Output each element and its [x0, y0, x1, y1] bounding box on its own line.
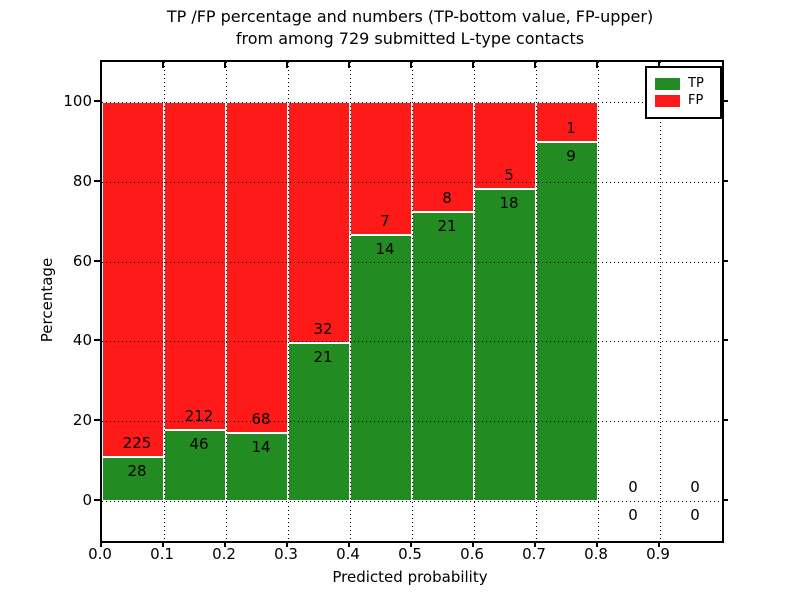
legend: TP FP — [645, 66, 722, 119]
y-tick-mark-right — [722, 259, 728, 262]
x-tick-mark — [658, 541, 660, 547]
y-tick-mark-right — [722, 419, 728, 422]
x-tick-mark-top — [534, 62, 536, 68]
x-axis-label: Predicted probability — [332, 568, 488, 586]
v-gridline — [226, 62, 227, 541]
chart-title-line1: TP /FP percentage and numbers (TP-bottom… — [166, 7, 654, 26]
fp-bar-segment — [164, 101, 226, 430]
y-tick-mark — [94, 339, 100, 342]
tp-bar-segment — [536, 141, 598, 502]
fp-bar-segment — [226, 101, 288, 433]
x-tick-mark-top — [658, 62, 660, 68]
x-tick-mark-top — [596, 62, 598, 68]
legend-row-tp: TP — [655, 77, 712, 91]
x-tick-label: 0.8 — [584, 545, 608, 563]
x-tick-label: 0.0 — [88, 545, 112, 563]
x-tick-mark — [472, 541, 474, 547]
v-gridline — [164, 62, 165, 541]
y-tick-mark-right — [722, 99, 728, 102]
y-tick-mark — [94, 499, 100, 502]
v-gridline — [598, 62, 599, 541]
x-tick-label: 0.1 — [150, 545, 174, 563]
x-tick-label: 0.2 — [212, 545, 236, 563]
x-tick-mark — [410, 541, 412, 547]
x-tick-label: 0.4 — [336, 545, 360, 563]
v-gridline — [660, 62, 661, 541]
tp-bar-segment — [164, 429, 226, 502]
v-gridline — [350, 62, 351, 541]
fp-count-label: 5 — [504, 165, 514, 184]
x-tick-mark — [596, 541, 598, 547]
tp-count-label: 9 — [566, 146, 576, 165]
y-tick-mark — [94, 99, 100, 102]
y-tick-mark — [94, 179, 100, 182]
y-tick-mark — [94, 259, 100, 262]
tp-count-label: 46 — [189, 434, 209, 453]
x-tick-mark-top — [224, 62, 226, 68]
y-tick-label: 60 — [72, 251, 92, 270]
x-tick-mark — [286, 541, 288, 547]
fp-count-label: 0 — [628, 478, 638, 497]
y-tick-mark-right — [722, 179, 728, 182]
tp-count-label: 21 — [437, 217, 457, 236]
fp-count-label: 225 — [122, 433, 152, 452]
y-tick-label: 20 — [72, 411, 92, 430]
x-tick-mark — [224, 541, 226, 547]
x-tick-mark — [534, 541, 536, 547]
fp-bar-segment — [288, 101, 350, 343]
tp-count-label: 0 — [690, 506, 700, 525]
v-gridline — [536, 62, 537, 541]
fp-count-label: 32 — [313, 319, 333, 338]
fp-legend-swatch — [655, 95, 680, 107]
tp-count-label: 28 — [127, 461, 147, 480]
x-tick-label: 0.6 — [460, 545, 484, 563]
tp-bar-segment — [350, 234, 412, 502]
tp-count-label: 14 — [375, 239, 395, 258]
x-tick-mark-top — [348, 62, 350, 68]
fp-count-label: 212 — [184, 406, 214, 425]
y-tick-label: 100 — [63, 91, 92, 110]
fp-count-label: 0 — [690, 478, 700, 497]
x-tick-label: 0.7 — [522, 545, 546, 563]
y-tick-label: 80 — [72, 171, 92, 190]
tp-count-label: 14 — [251, 437, 271, 456]
legend-row-fp: FP — [655, 94, 712, 108]
chart-title-line2: from among 729 submitted L-type contacts — [235, 29, 585, 48]
tp-count-label: 18 — [499, 193, 519, 212]
fp-legend-label: FP — [688, 93, 704, 108]
fp-bar-segment — [102, 101, 164, 457]
x-tick-mark — [348, 541, 350, 547]
fp-count-label: 68 — [251, 409, 271, 428]
y-tick-label: 40 — [72, 331, 92, 350]
fp-count-label: 8 — [442, 189, 452, 208]
y-tick-mark — [94, 419, 100, 422]
tp-count-label: 21 — [313, 347, 333, 366]
tp-legend-swatch — [655, 78, 680, 90]
x-tick-mark-top — [286, 62, 288, 68]
chart-title: TP /FP percentage and numbers (TP-bottom… — [100, 6, 720, 50]
x-tick-mark — [100, 541, 102, 547]
fp-count-label: 1 — [566, 118, 576, 137]
v-gridline — [474, 62, 475, 541]
tp-bar-segment — [102, 456, 164, 502]
tp-count-label: 0 — [628, 506, 638, 525]
x-tick-label: 0.5 — [398, 545, 422, 563]
x-tick-label: 0.3 — [274, 545, 298, 563]
v-gridline — [412, 62, 413, 541]
x-tick-mark-top — [472, 62, 474, 68]
y-tick-label: 0 — [82, 491, 92, 510]
x-tick-mark — [162, 541, 164, 547]
y-tick-mark-right — [722, 499, 728, 502]
x-tick-mark-top — [410, 62, 412, 68]
tp-bar-segment — [474, 188, 536, 502]
y-tick-mark-right — [722, 339, 728, 342]
v-gridline — [288, 62, 289, 541]
x-tick-label: 0.9 — [646, 545, 670, 563]
plot-area: 225 28 212 46 68 14 32 21 7 14 8 21 5 18 1 9 0 0 0 0 — [100, 60, 724, 543]
fp-count-label: 7 — [380, 211, 390, 230]
tp-legend-label: TP — [688, 76, 704, 91]
x-tick-mark-top — [162, 62, 164, 68]
tp-bar-segment — [412, 212, 474, 502]
